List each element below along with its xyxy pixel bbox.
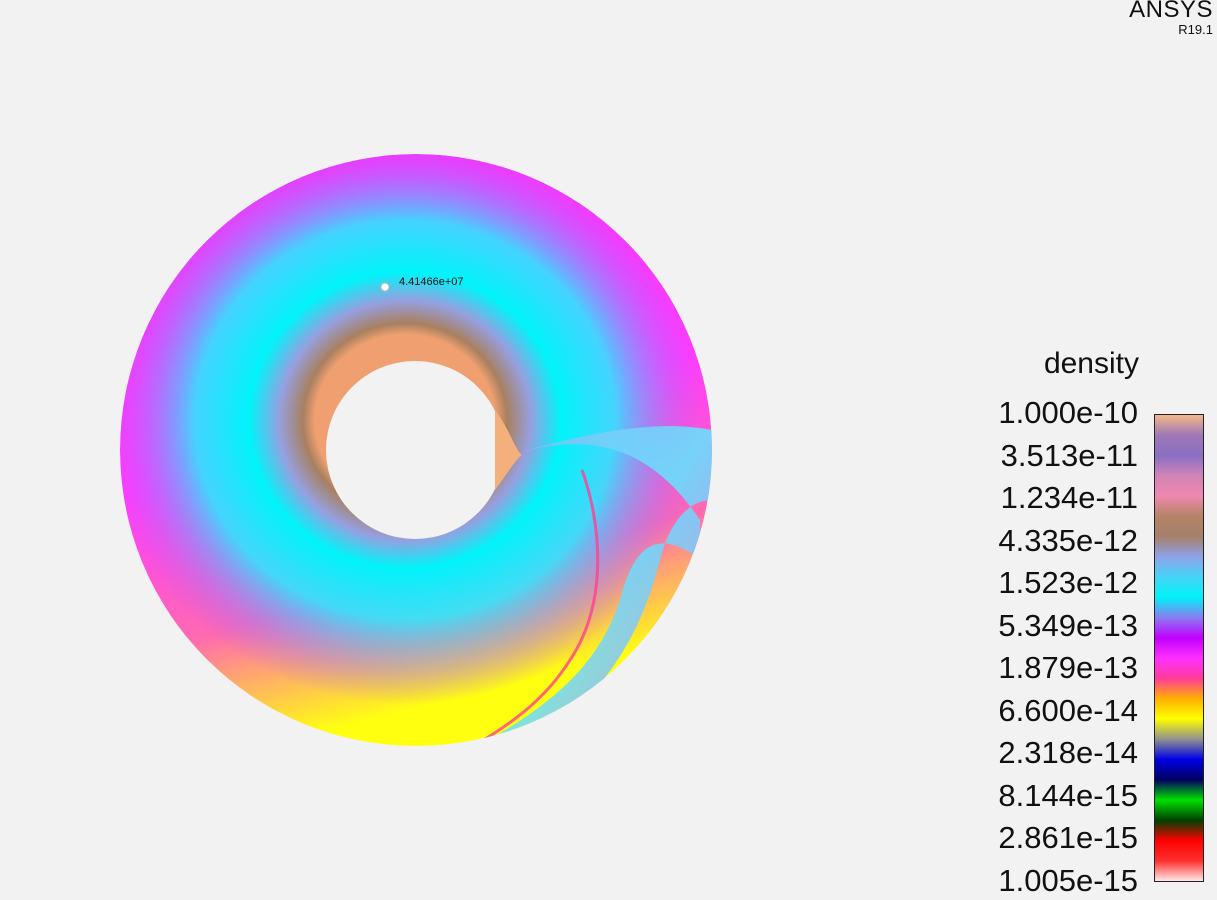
legend-label: 1.005e-15	[998, 863, 1138, 898]
legend-label: 4.335e-12	[998, 523, 1138, 558]
shock-line	[469, 469, 600, 746]
legend-label: 1.879e-13	[998, 650, 1138, 685]
brand-name: ANSYS	[1129, 0, 1213, 23]
density-stream	[480, 426, 712, 745]
legend-label: 8.144e-15	[998, 778, 1138, 813]
probe-marker[interactable]	[380, 282, 390, 292]
legend-title: density	[1043, 347, 1139, 380]
inner-boundary-layer	[495, 410, 522, 490]
version-label: R19.1	[1178, 22, 1213, 37]
legend-label: 5.349e-13	[998, 608, 1138, 643]
legend-label: 2.318e-14	[998, 735, 1138, 770]
inner-hole	[326, 361, 504, 539]
legend-label: 6.600e-14	[998, 693, 1138, 728]
ansys-logo: ANSYS R19.1	[1129, 0, 1213, 37]
probe-value-label: 4.41466e+07	[399, 276, 464, 288]
legend-label: 1.234e-11	[1000, 480, 1138, 515]
legend-label: 2.861e-15	[998, 820, 1138, 855]
legend-label: 1.000e-10	[998, 395, 1138, 430]
legend-label: 3.513e-11	[1000, 438, 1138, 473]
colorbar	[1154, 414, 1204, 882]
legend-label: 1.523e-12	[998, 565, 1138, 600]
legend-labels: 1.000e-10 3.513e-11 1.234e-11 4.335e-12 …	[970, 0, 1138, 900]
